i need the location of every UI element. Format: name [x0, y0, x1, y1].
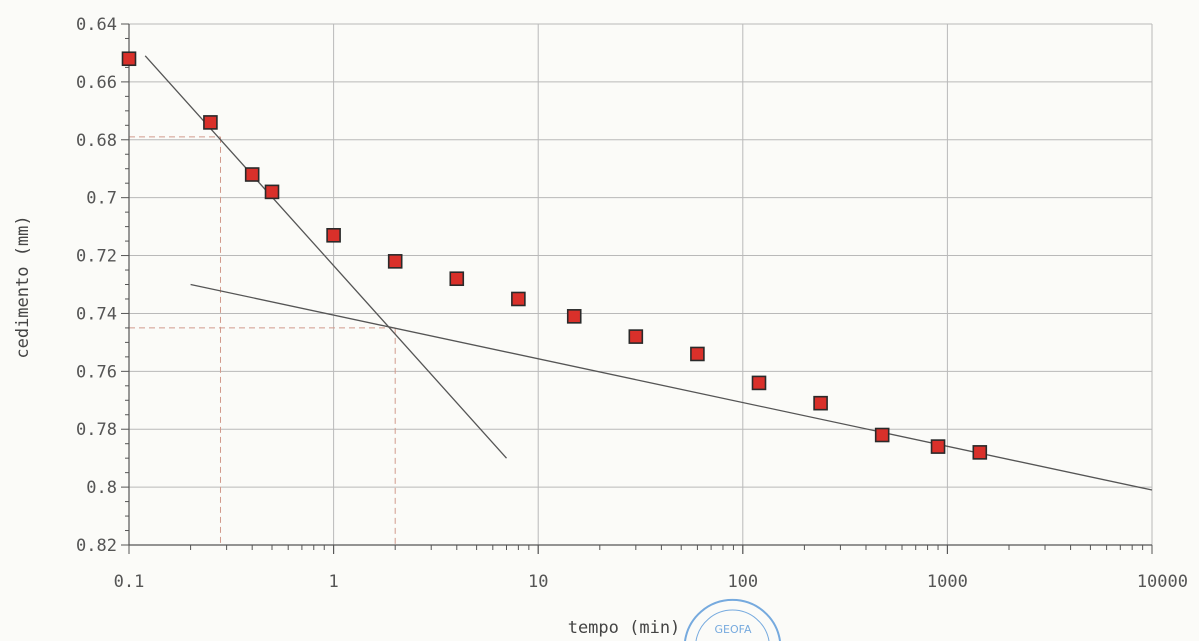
- y-tick-label: 0.68: [76, 131, 117, 151]
- data-point: [203, 115, 218, 130]
- axes: [121, 23, 1153, 554]
- x-tick-label: 0.1: [114, 572, 145, 592]
- data-point: [326, 227, 341, 243]
- construction-lines: [129, 136, 396, 545]
- data-point: [690, 346, 705, 362]
- y-tick-label: 0.66: [76, 73, 117, 93]
- data-point: [972, 445, 988, 460]
- data-point: [874, 427, 890, 443]
- x-tick-labels: 0.1 1 10 100 1000 10000: [114, 572, 1188, 592]
- data-point: [628, 329, 644, 344]
- y-tick-label: 0.64: [76, 15, 117, 35]
- data-points: [121, 51, 988, 460]
- x-tick-label: 100: [727, 572, 758, 592]
- stamp-seal: GEOFA: [684, 598, 781, 641]
- data-point: [264, 184, 280, 200]
- y-tick-label: 0.8: [86, 478, 117, 498]
- x-tick-label: 10000: [1137, 572, 1188, 592]
- y-tick-label: 0.7: [86, 189, 117, 209]
- data-point: [511, 291, 526, 307]
- data-point: [449, 271, 465, 287]
- x-tick-label: 10: [528, 572, 548, 592]
- data-point: [244, 167, 260, 182]
- data-point: [751, 375, 767, 391]
- y-tick-label: 0.74: [76, 304, 117, 324]
- data-point: [387, 254, 403, 269]
- fit-lines: [144, 55, 1153, 491]
- primary-fit-line: [144, 55, 507, 459]
- y-axis-title: cedimento (mm): [13, 215, 33, 358]
- x-tick-label: 1000: [927, 572, 968, 592]
- grid: [128, 23, 1153, 546]
- y-tick-label: 0.82: [76, 536, 117, 556]
- y-tick-label: 0.72: [76, 247, 117, 267]
- svg-text:GEOFA: GEOFA: [715, 623, 752, 636]
- y-tick-label: 0.78: [76, 420, 117, 440]
- secondary-fit-line: [190, 283, 1153, 491]
- data-point: [566, 309, 582, 324]
- x-tick-label: 1: [328, 572, 338, 592]
- x-axis-title: tempo (min): [568, 618, 681, 638]
- data-point: [930, 439, 946, 454]
- y-tick-labels: 0.64 0.66 0.68 0.7 0.72 0.74 0.76 0.78 0.8 0.82: [76, 15, 117, 556]
- data-point: [813, 395, 828, 411]
- data-point: [121, 51, 137, 67]
- y-tick-label: 0.76: [76, 362, 117, 382]
